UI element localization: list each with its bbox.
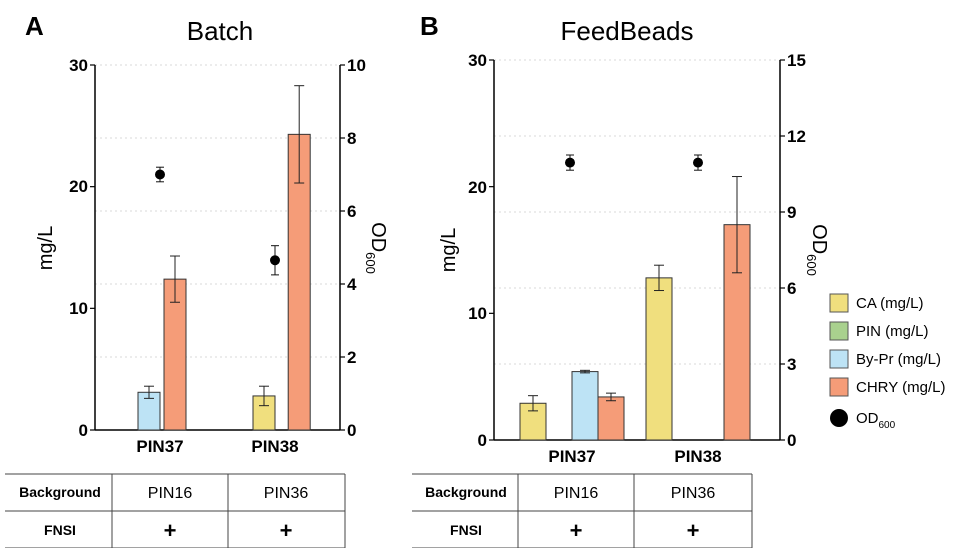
- panel-b-left-tick-30: 30: [468, 51, 487, 70]
- error-bar-chry-pin37: [170, 255, 180, 303]
- panel-a-table-cell-fnsi-1: +: [164, 518, 177, 543]
- panel-b-y-label-right-sub: 600: [804, 254, 819, 276]
- error-bar-ca-pin38: [654, 264, 664, 292]
- panel-a-left-tick-30: 30: [69, 56, 88, 75]
- panel-a-y-label-right-sub: 600: [363, 252, 378, 274]
- panel-a-y-label-right: OD600: [363, 222, 389, 274]
- panel-a-y-label-left: mg/L: [35, 226, 57, 270]
- panel-a-table-cell-background-1: PIN16: [148, 485, 193, 502]
- panel-b-right-tick-6: 6: [787, 279, 796, 298]
- panel-b-left-tick-20: 20: [468, 178, 487, 197]
- panel-a-table: Background FNSI PIN16 PIN36 + +: [5, 473, 346, 549]
- panel-a-y-label-right-main: OD: [367, 222, 389, 252]
- panel-a-letter: A: [25, 11, 44, 41]
- panel-b-table-header-fnsi: FNSI: [450, 522, 482, 538]
- panel-b-category-pin37: PIN37: [548, 447, 595, 466]
- panel-b-left-tick-0: 0: [478, 431, 487, 450]
- panel-a-category-pin38: PIN38: [251, 437, 298, 456]
- legend-swatch-ca: [829, 293, 849, 313]
- legend-label-ca: CA (mg/L): [856, 295, 924, 312]
- panel-a-category-pin37: PIN37: [136, 437, 183, 456]
- panel-a-table-header-background: Background: [19, 484, 101, 500]
- panel-a-table-cell-background-2: PIN36: [264, 485, 309, 502]
- od600-point-pin38: [270, 245, 280, 276]
- panel-b-y-label-left: mg/L: [438, 228, 460, 272]
- panel-b-category-pin38: PIN38: [674, 447, 721, 466]
- error-bar-ca-pin38: [259, 385, 269, 407]
- panel-a-right-tick-2: 2: [347, 348, 356, 367]
- od600-point-pin38: [693, 154, 703, 171]
- panel-a-left-tick-10: 10: [69, 299, 88, 318]
- legend-label-od600-sub: 600: [879, 420, 896, 431]
- legend: CA (mg/L) PIN (mg/L) By-Pr (mg/L) CHRY (…: [829, 293, 945, 431]
- panel-b-right-tick-0: 0: [787, 431, 796, 450]
- panel-b-table-cell-background-2: PIN36: [671, 485, 716, 502]
- panel-a-title: Batch: [187, 16, 254, 46]
- legend-swatch-chry: [829, 377, 849, 397]
- panel-a-right-tick-8: 8: [347, 129, 356, 148]
- error-bar-by-pr-pin37: [144, 385, 154, 399]
- panel-b-right-tick-15: 15: [787, 51, 806, 70]
- error-bar-chry-pin38: [732, 176, 742, 274]
- panel-b-title: FeedBeads: [561, 16, 694, 46]
- legend-label-pin: PIN (mg/L): [856, 323, 929, 340]
- bar-by-pr-pin37: [571, 371, 599, 441]
- od600-point-pin37: [155, 166, 165, 183]
- panel-a-table-header-fnsi: FNSI: [44, 522, 76, 538]
- panel-a-ticks: [90, 64, 345, 431]
- bar-ca-pin38: [645, 277, 673, 441]
- panel-a-right-tick-0: 0: [347, 421, 356, 440]
- panel-a: A Batch 0 10 20 30 0 2 4 6 8 10 mg/L OD6…: [5, 11, 389, 549]
- panel-b-marks: [519, 154, 751, 441]
- panel-a-table-cell-fnsi-2: +: [280, 518, 293, 543]
- legend-swatch-by-pr: [829, 349, 849, 369]
- error-bar-ca-pin37: [528, 395, 538, 412]
- panel-b-right-tick-3: 3: [787, 355, 796, 374]
- legend-label-od600: OD600: [856, 410, 896, 431]
- panel-b-right-tick-12: 12: [787, 127, 806, 146]
- panel-b-table: Background FNSI PIN16 PIN36 + +: [412, 473, 753, 549]
- panel-b: B FeedBeads 0 10 20 30 0 3 6 9 12 15 mg/…: [412, 11, 830, 549]
- panel-a-left-tick-0: 0: [79, 421, 88, 440]
- panel-b-ticks: [489, 59, 785, 441]
- error-bar-chry-pin37: [606, 392, 616, 402]
- panel-a-gridlines: [95, 64, 340, 358]
- panel-b-table-cell-fnsi-2: +: [687, 518, 700, 543]
- panel-b-right-tick-9: 9: [787, 203, 796, 222]
- legend-label-chry: CHRY (mg/L): [856, 379, 945, 396]
- panel-b-y-label-right-main: OD: [808, 224, 830, 254]
- legend-swatch-pin: [829, 321, 849, 341]
- bar-chry-pin37: [597, 396, 625, 441]
- error-bar-by-pr-pin37: [580, 369, 590, 374]
- panel-a-right-tick-10: 10: [347, 56, 366, 75]
- legend-marker-od600: [830, 409, 848, 427]
- error-bar-chry-pin38: [294, 85, 305, 184]
- od600-point-pin37: [565, 154, 575, 171]
- panel-a-left-tick-20: 20: [69, 177, 88, 196]
- panel-b-letter: B: [420, 11, 439, 41]
- panel-b-left-tick-10: 10: [468, 304, 487, 323]
- legend-label-by-pr: By-Pr (mg/L): [856, 351, 941, 368]
- panel-a-right-tick-4: 4: [347, 275, 357, 294]
- panel-a-marks: [137, 85, 311, 431]
- panel-a-right-tick-6: 6: [347, 202, 356, 221]
- panel-b-table-header-background: Background: [425, 484, 507, 500]
- panel-b-y-label-right: OD600: [804, 224, 830, 276]
- panel-b-table-cell-fnsi-1: +: [570, 518, 583, 543]
- legend-label-od600-main: OD: [856, 410, 879, 427]
- panel-b-table-cell-background-1: PIN16: [554, 485, 599, 502]
